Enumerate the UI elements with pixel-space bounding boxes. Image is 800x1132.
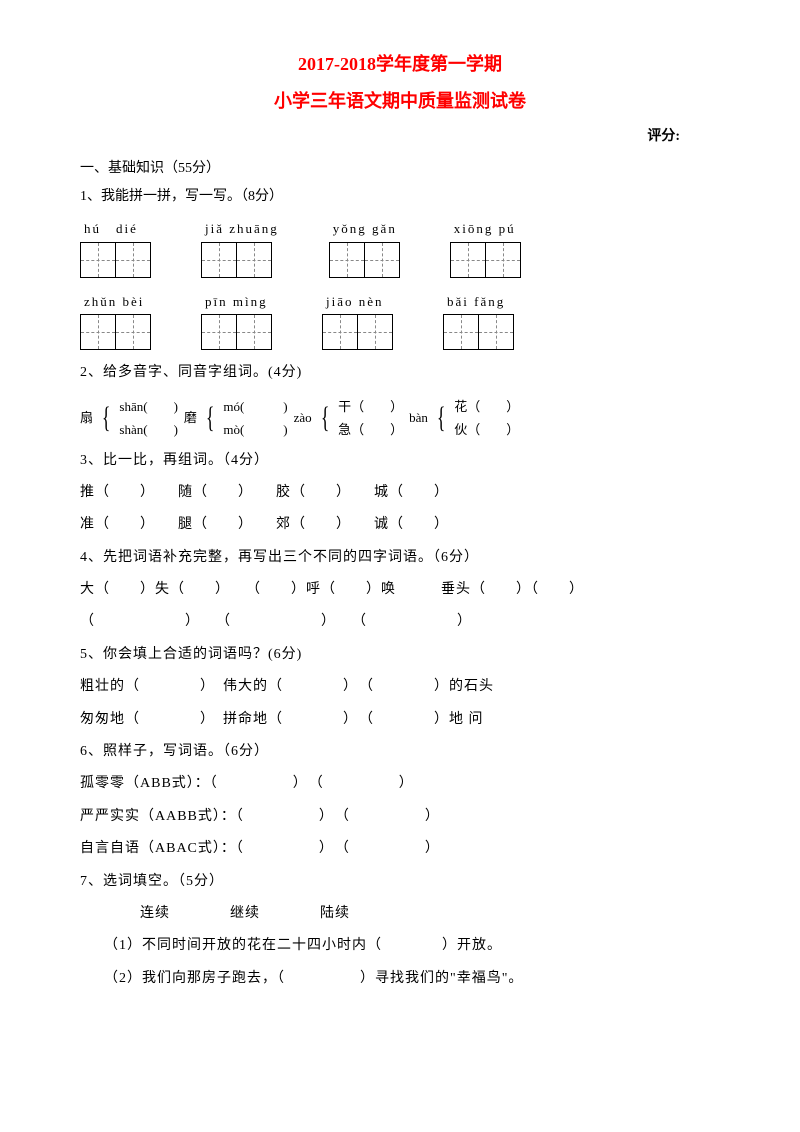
q4-line1[interactable]: 大（ ）失（ ） （ ）呼（ ）唤 垂头（ ）（ ）	[80, 579, 720, 601]
score-label: 评分:	[80, 126, 720, 148]
char-box[interactable]	[236, 242, 272, 278]
pinyin-group: yǒng gǎn	[329, 219, 400, 278]
pinyin-label: jiǎ zhuāng	[201, 219, 279, 240]
pinyin-label: pīn mìng	[201, 292, 272, 313]
char-box[interactable]	[236, 314, 272, 350]
q2-g3-a[interactable]: 干（ ）	[338, 395, 403, 418]
q2-g4-char: bàn	[409, 408, 428, 429]
q1-prompt: 1、我能拼一拼，写一写。（8分）	[80, 186, 720, 208]
pinyin-label: xiōng pú	[450, 219, 521, 240]
pinyin-label: yǒng gǎn	[329, 219, 400, 240]
q2-g3-char: zào	[294, 408, 312, 429]
char-box[interactable]	[201, 242, 237, 278]
q7-options: 连续 继续 陆续	[80, 903, 720, 925]
q5-prompt: 5、你会填上合适的词语吗？(6分)	[80, 644, 720, 666]
brace-icon: {	[321, 403, 330, 433]
char-box[interactable]	[450, 242, 486, 278]
char-box[interactable]	[322, 314, 358, 350]
char-box[interactable]	[201, 314, 237, 350]
q6-line3[interactable]: 自言自语（ABAC式）：（ ） （ ）	[80, 838, 720, 860]
char-box[interactable]	[80, 242, 116, 278]
brace-icon: {	[102, 403, 111, 433]
pinyin-group: jiǎ zhuāng	[201, 219, 279, 278]
pinyin-label: zhǔn bèi	[80, 292, 151, 313]
q1-row2: zhǔn bèi pīn mìng jiāo nèn bǎi fǎng	[80, 292, 720, 351]
q6-line1[interactable]: 孤零零（ABB式）：（ ） （ ）	[80, 773, 720, 795]
pinyin-group: hú dié	[80, 219, 151, 278]
q3-line2[interactable]: 准（ ） 腿（ ） 郊（ ） 诚（ ）	[80, 514, 720, 536]
brace-icon: {	[437, 403, 446, 433]
q7-line2[interactable]: （2）我们向那房子跑去，（ ）寻找我们的"幸福鸟"。	[80, 968, 720, 990]
char-box[interactable]	[443, 314, 479, 350]
char-box[interactable]	[485, 242, 521, 278]
q2-g2-char: 磨	[184, 408, 197, 429]
doc-title: 2017-2018学年度第一学期	[80, 50, 720, 79]
brace-icon: {	[206, 403, 215, 433]
q4-prompt: 4、先把词语补充完整，再写出三个不同的四字词语。（6分）	[80, 547, 720, 569]
q6-line2[interactable]: 严严实实（AABB式）：（ ） （ ）	[80, 806, 720, 828]
char-box[interactable]	[329, 242, 365, 278]
q2-g1-a[interactable]: shān( )	[119, 395, 178, 418]
q2-content: 扇 { shān( ) shàn( ) 磨 { mó( ) mò( ) zào …	[80, 395, 720, 442]
pinyin-group: bǎi fǎng	[443, 292, 514, 351]
doc-subtitle: 小学三年语文期中质量监测试卷	[80, 87, 720, 116]
char-box[interactable]	[115, 314, 151, 350]
q5-line2[interactable]: 匆匆地（ ） 拼命地（ ） （ ）地 问	[80, 709, 720, 731]
q2-g2-b[interactable]: mò( )	[223, 418, 287, 441]
q7-prompt: 7、选词填空。（5分）	[80, 871, 720, 893]
pinyin-group: jiāo nèn	[322, 292, 393, 351]
q2-g3-b[interactable]: 急（ ）	[338, 418, 403, 441]
char-box[interactable]	[364, 242, 400, 278]
q5-line1[interactable]: 粗壮的（ ） 伟大的（ ） （ ）的石头	[80, 676, 720, 698]
pinyin-label: jiāo nèn	[322, 292, 393, 313]
section-1-heading: 一、基础知识（55分）	[80, 158, 720, 180]
pinyin-group: pīn mìng	[201, 292, 272, 351]
q4-line2[interactable]: （ ） （ ） （ ）	[80, 611, 720, 633]
q2-g4-a[interactable]: 花（ ）	[454, 395, 519, 418]
pinyin-group: xiōng pú	[450, 219, 521, 278]
q3-line1[interactable]: 推（ ） 随（ ） 胶（ ） 城（ ）	[80, 482, 720, 504]
char-box[interactable]	[478, 314, 514, 350]
pinyin-label: bǎi fǎng	[443, 292, 514, 313]
q6-prompt: 6、照样子，写词语。（6分）	[80, 741, 720, 763]
q2-g2-a[interactable]: mó( )	[223, 395, 287, 418]
q2-prompt: 2、给多音字、同音字组词。(4分)	[80, 362, 720, 384]
pinyin-group: zhǔn bèi	[80, 292, 151, 351]
q2-g1-char: 扇	[80, 408, 93, 429]
char-box[interactable]	[115, 242, 151, 278]
q1-row1: hú dié jiǎ zhuāng yǒng gǎn xiōng pú	[80, 219, 720, 278]
q7-line1[interactable]: （1）不同时间开放的花在二十四小时内（ ）开放。	[80, 935, 720, 957]
char-box[interactable]	[357, 314, 393, 350]
q2-g1-b[interactable]: shàn( )	[119, 418, 178, 441]
pinyin-label: hú dié	[80, 219, 151, 240]
char-box[interactable]	[80, 314, 116, 350]
q3-prompt: 3、比一比，再组词。（4分）	[80, 450, 720, 472]
q2-g4-b[interactable]: 伙（ ）	[454, 418, 519, 441]
